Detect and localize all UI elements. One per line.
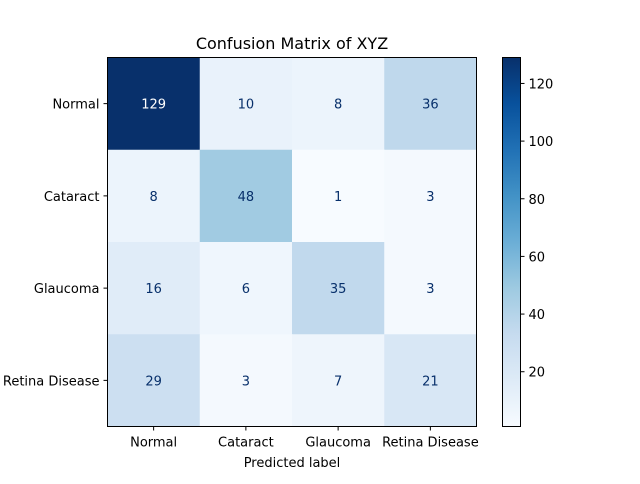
heatmap-cell — [107, 57, 201, 151]
heatmap-cell — [384, 57, 477, 151]
heatmap-cell — [199, 334, 293, 427]
y-tick-label: Normal — [52, 98, 99, 113]
cell-value-label: 8 — [149, 190, 157, 205]
cell-value-label: 3 — [426, 190, 434, 205]
colorbar-tick-label: 60 — [529, 250, 546, 265]
colorbar: 20 40 60 80 100 120 — [502, 57, 554, 427]
colorbar-tick-label: 40 — [529, 308, 546, 323]
heatmap-cell — [199, 242, 293, 335]
heatmap-cell — [384, 242, 477, 335]
cell-value-label: 3 — [242, 374, 250, 389]
heatmap-cells — [107, 57, 477, 427]
heatmap-cell — [199, 57, 293, 151]
cell-value-label: 16 — [145, 282, 162, 297]
cell-value-label: 21 — [422, 374, 439, 389]
x-tick-label: Glaucoma — [305, 436, 371, 451]
heatmap-cell — [199, 149, 293, 243]
colorbar-tick-label: 20 — [529, 366, 546, 381]
heatmap-cell — [107, 334, 201, 427]
cell-value-label: 36 — [422, 98, 439, 113]
x-tick-label: Normal — [130, 436, 177, 451]
cell-value-label: 3 — [426, 282, 434, 297]
chart-title: Confusion Matrix of XYZ — [196, 34, 388, 53]
cell-value-label: 10 — [238, 98, 255, 113]
colorbar-tick-label: 100 — [529, 135, 554, 150]
cell-value-label: 7 — [334, 374, 342, 389]
colorbar-gradient — [502, 57, 521, 427]
heatmap-cell — [292, 149, 385, 243]
colorbar-ticks: 20 40 60 80 100 120 — [520, 77, 554, 381]
heatmap-cell — [384, 149, 477, 243]
x-tick-label: Cataract — [218, 436, 274, 451]
x-tick-label: Retina Disease — [382, 436, 479, 451]
heatmap-cell — [292, 57, 385, 151]
x-axis-ticks: Normal Cataract Glaucoma Retina Disease — [130, 426, 479, 451]
colorbar-tick-label: 80 — [529, 193, 546, 208]
y-tick-label: Cataract — [44, 190, 100, 205]
heatmap-cell — [292, 334, 385, 427]
y-axis-ticks: Normal Cataract Glaucoma Retina Disease — [3, 98, 108, 389]
heatmap-cell — [292, 242, 385, 335]
cell-value-label: 48 — [238, 190, 255, 205]
x-axis-label: Predicted label — [244, 456, 341, 471]
y-tick-label: Glaucoma — [34, 282, 100, 297]
heatmap-cell-labels: 129 10 8 36 8 48 1 3 16 6 35 3 29 3 7 21 — [141, 98, 438, 390]
cell-value-label: 29 — [145, 374, 162, 389]
cell-value-label: 35 — [330, 282, 347, 297]
cell-value-label: 8 — [334, 98, 342, 113]
cell-value-label: 1 — [334, 190, 342, 205]
heatmap-cell — [107, 149, 201, 243]
cell-value-label: 129 — [141, 98, 166, 113]
plot-frame — [107, 57, 477, 427]
heatmap-cell — [107, 242, 201, 335]
cell-value-label: 6 — [242, 282, 250, 297]
y-tick-label: Retina Disease — [3, 374, 100, 389]
heatmap-cell — [384, 334, 477, 427]
colorbar-tick-label: 120 — [529, 77, 554, 92]
